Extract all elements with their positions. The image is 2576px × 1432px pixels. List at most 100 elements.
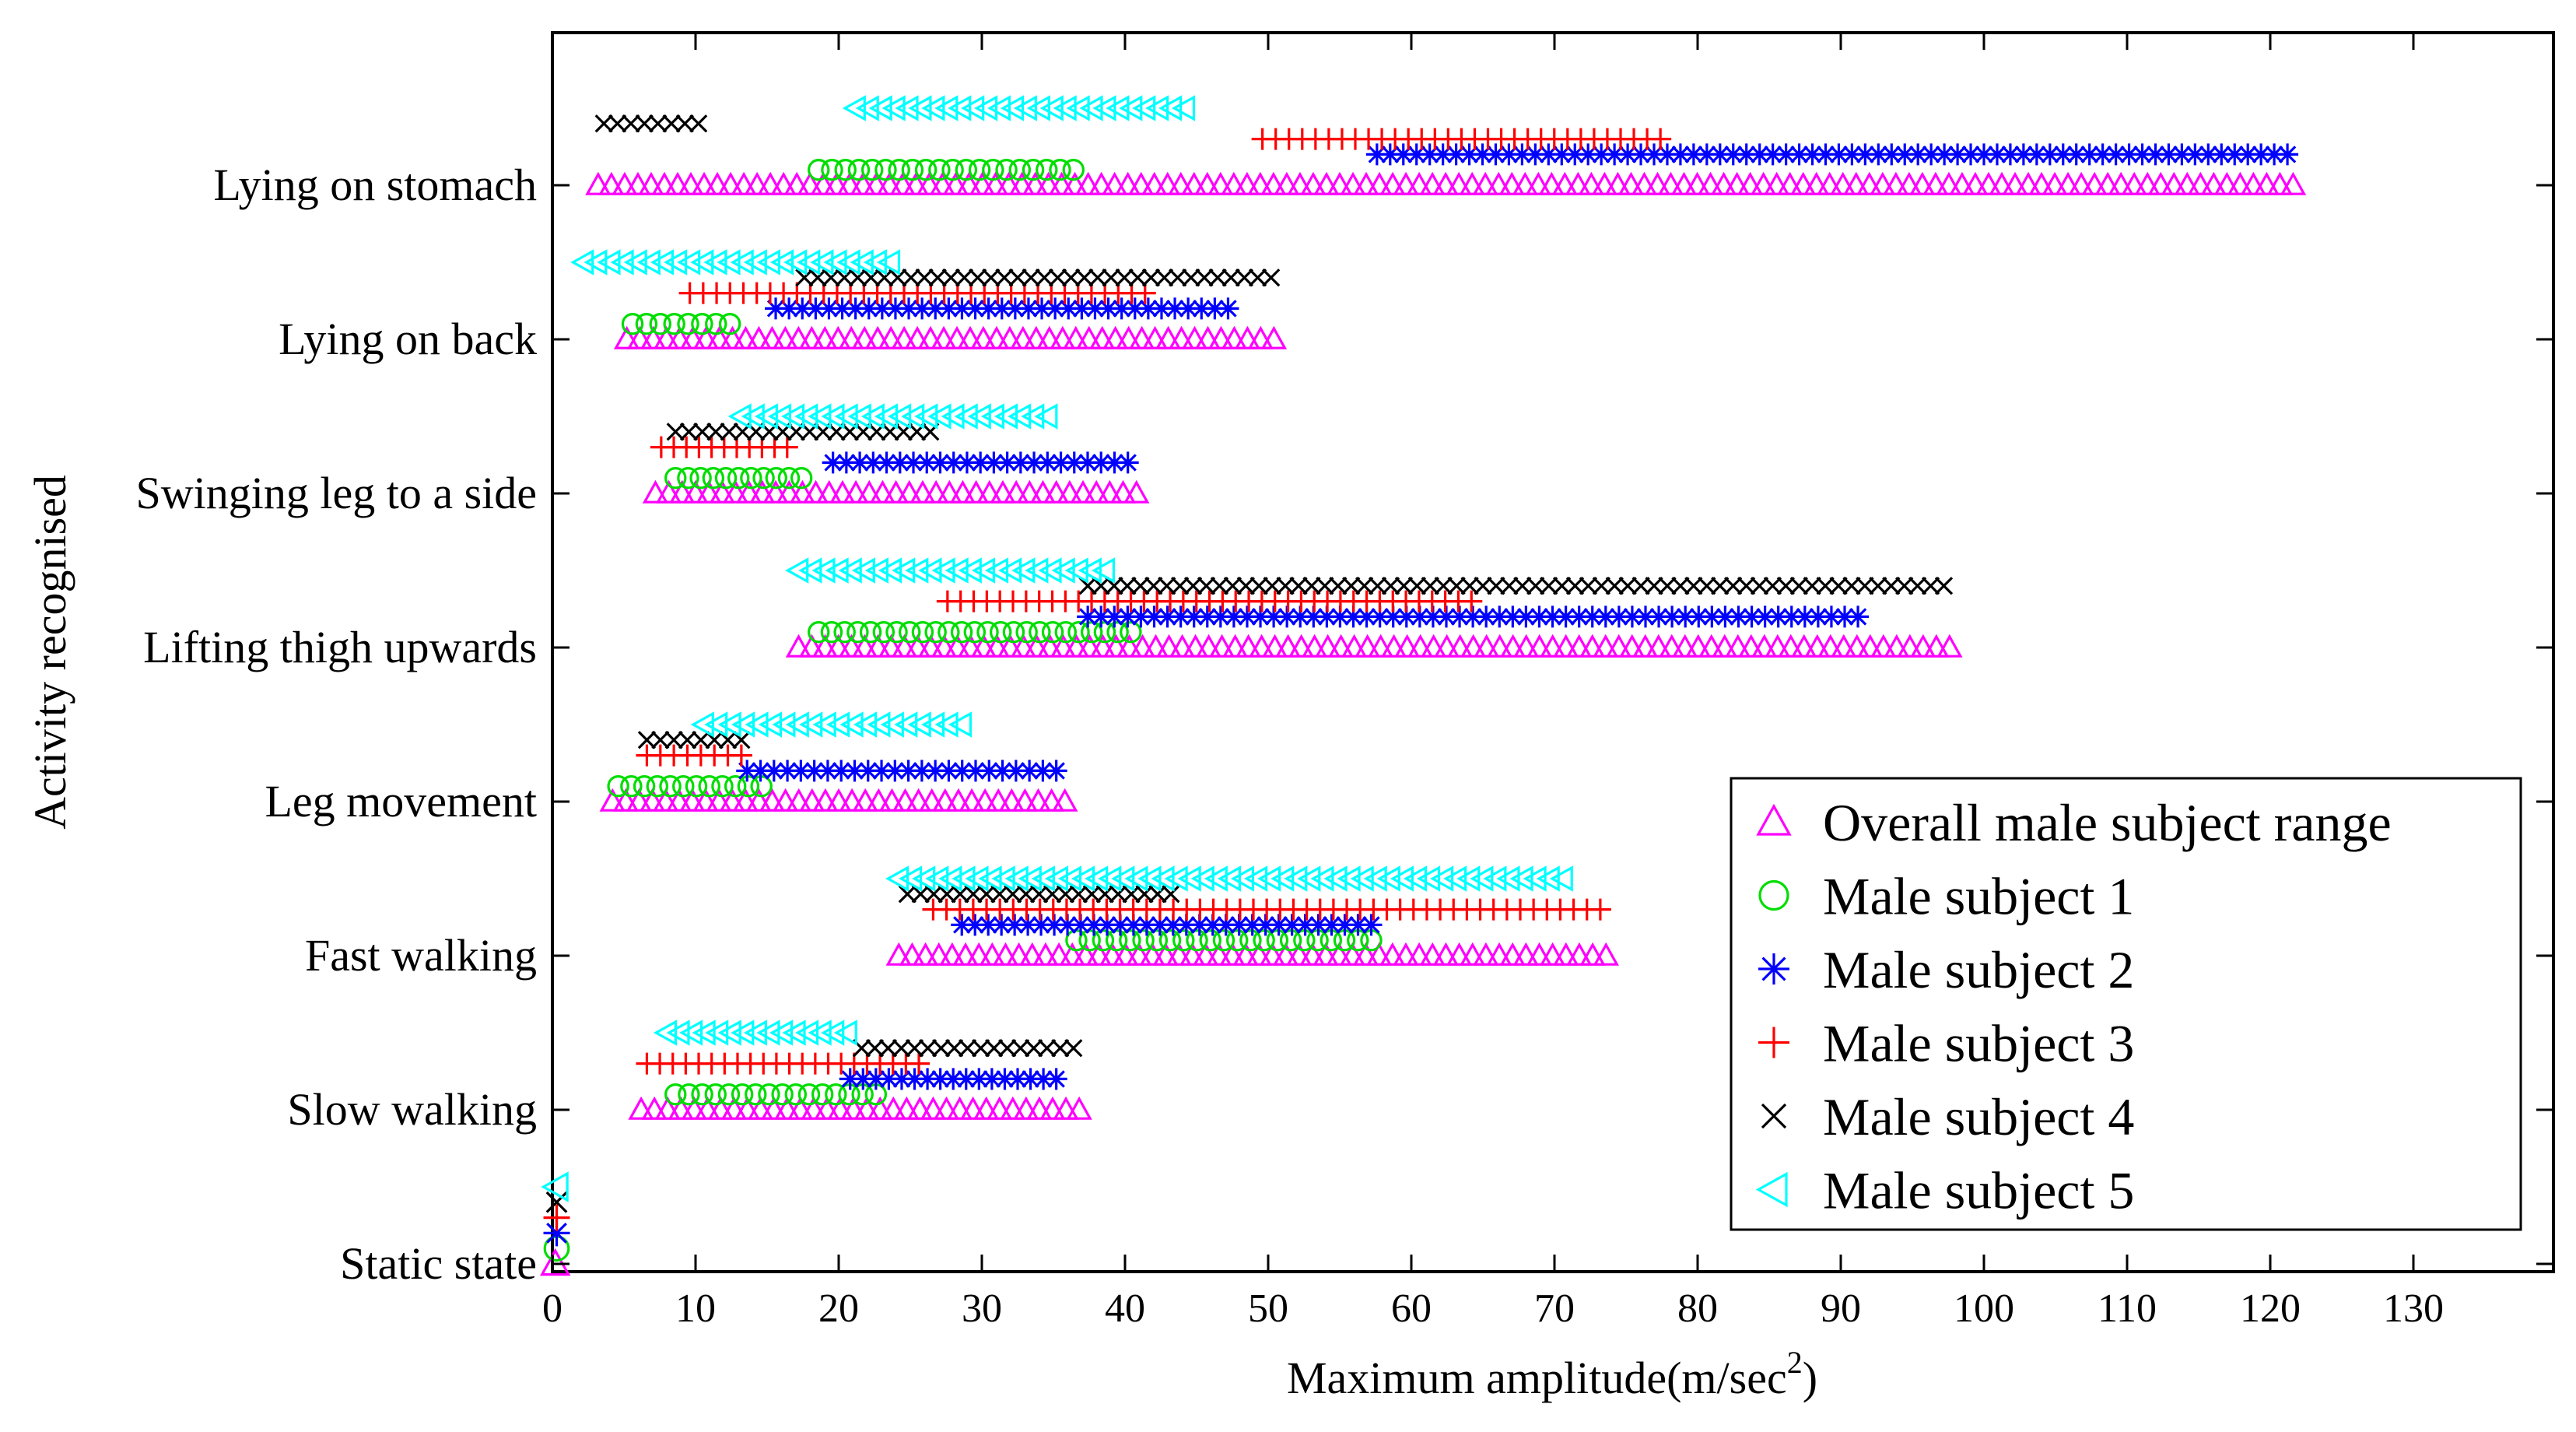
data-point — [1289, 605, 1312, 628]
data-point — [899, 942, 926, 966]
data-point — [1025, 788, 1052, 812]
data-point — [714, 467, 738, 490]
data-point — [1778, 634, 1804, 658]
data-point — [706, 423, 725, 441]
data-point — [1248, 268, 1267, 287]
data-point — [787, 1096, 814, 1120]
data-point — [1253, 928, 1275, 952]
x-tick-label: 20 — [818, 1286, 859, 1331]
data-point — [767, 403, 792, 430]
data-point — [942, 171, 969, 195]
data-point — [1155, 325, 1182, 349]
data-point — [1909, 171, 1936, 195]
data-point — [1115, 268, 1134, 287]
data-point — [789, 479, 816, 504]
data-point — [821, 158, 843, 181]
data-point — [1695, 143, 1718, 166]
data-point — [612, 788, 640, 812]
data-point — [945, 557, 969, 584]
data-point — [867, 711, 891, 738]
data-point — [1092, 577, 1110, 595]
data-point — [1592, 577, 1610, 595]
data-point — [1524, 143, 1547, 166]
data-point — [722, 479, 749, 504]
data-point — [769, 249, 794, 276]
data-point — [869, 479, 896, 504]
data-point — [914, 403, 938, 430]
data-point — [1355, 577, 1374, 595]
data-point — [1791, 634, 1817, 658]
data-point — [811, 325, 838, 349]
data-point — [2121, 171, 2147, 195]
data-point — [1936, 634, 1963, 658]
data-point — [1513, 577, 1532, 595]
data-point — [865, 1039, 885, 1058]
data-point — [693, 423, 712, 441]
data-point — [1565, 577, 1585, 595]
data-point — [703, 249, 727, 276]
data-point — [1793, 605, 1816, 628]
data-point — [834, 403, 858, 430]
data-point — [1674, 605, 1697, 628]
data-point — [691, 171, 717, 195]
data-point — [918, 788, 945, 812]
data-point — [635, 114, 654, 133]
data-point — [822, 268, 840, 287]
data-point — [808, 403, 832, 430]
data-point — [1260, 171, 1287, 195]
data-point — [2224, 143, 2246, 166]
data-point — [790, 467, 813, 490]
legend-marker — [1761, 1103, 1787, 1129]
data-point — [1594, 605, 1617, 628]
data-point — [1511, 143, 1533, 166]
data-point — [1523, 865, 1547, 892]
data-point — [1581, 605, 1603, 628]
data-point — [1249, 605, 1272, 628]
data-point — [1287, 171, 1313, 195]
data-point — [966, 942, 992, 966]
data-point — [944, 325, 970, 349]
data-point — [1286, 942, 1313, 966]
data-point — [1247, 325, 1274, 349]
data-point — [732, 788, 759, 812]
data-point — [625, 171, 651, 195]
data-point — [778, 297, 801, 320]
x-tick-label: 30 — [962, 1286, 1002, 1331]
data-point — [1326, 942, 1352, 966]
data-point — [620, 775, 643, 798]
data-point — [856, 479, 882, 504]
data-point — [847, 158, 871, 181]
data-point — [1502, 605, 1524, 628]
data-point — [1010, 634, 1037, 658]
data-point — [990, 621, 1012, 644]
data-point — [995, 171, 1022, 195]
data-point — [855, 95, 879, 121]
data-point — [1709, 143, 1731, 166]
data-point — [983, 634, 1011, 658]
data-point — [717, 1020, 741, 1046]
data-point — [1776, 171, 1803, 195]
data-point — [1183, 605, 1205, 628]
data-point — [1430, 865, 1454, 892]
series-5 — [545, 114, 1954, 1213]
data-point — [1109, 885, 1127, 904]
data-marks — [539, 95, 2307, 1276]
data-point — [1023, 634, 1050, 658]
x-tick-label: 90 — [1821, 1286, 1861, 1331]
data-point — [1069, 885, 1088, 904]
data-point — [1221, 171, 1247, 195]
data-point — [928, 158, 951, 181]
data-point — [1828, 143, 1850, 166]
data-point — [1714, 605, 1737, 628]
data-point — [1207, 171, 1234, 195]
y-category-label: Static state — [340, 1238, 537, 1289]
data-point — [1246, 942, 1273, 966]
data-point — [1018, 760, 1041, 782]
data-point — [1329, 605, 1351, 628]
data-point — [1590, 143, 1613, 166]
data-point — [994, 403, 1018, 430]
data-point — [1141, 325, 1169, 349]
x-axis-title-main: Maximum amplitude(m/sec — [1287, 1353, 1787, 1403]
data-point — [864, 557, 889, 584]
data-point — [1933, 143, 1956, 166]
